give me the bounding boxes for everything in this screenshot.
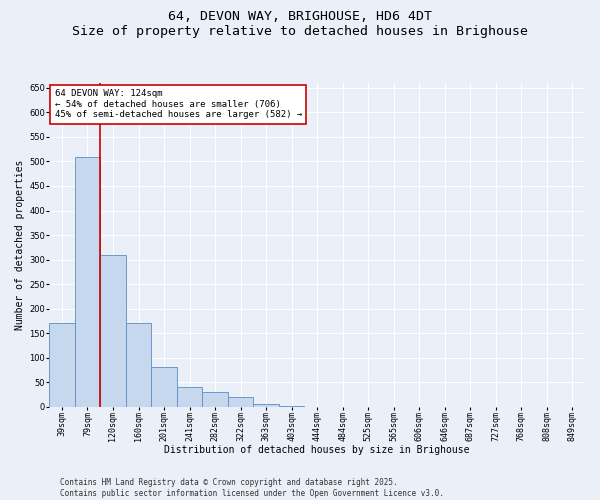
X-axis label: Distribution of detached houses by size in Brighouse: Distribution of detached houses by size … (164, 445, 470, 455)
Text: 64 DEVON WAY: 124sqm
← 54% of detached houses are smaller (706)
45% of semi-deta: 64 DEVON WAY: 124sqm ← 54% of detached h… (55, 90, 302, 120)
Bar (177, 387, 202, 406)
Bar (126, 324, 151, 406)
Bar (253, 404, 279, 406)
Text: Contains HM Land Registry data © Crown copyright and database right 2025.
Contai: Contains HM Land Registry data © Crown c… (60, 478, 444, 498)
Bar (151, 368, 177, 406)
Text: 64, DEVON WAY, BRIGHOUSE, HD6 4DT
Size of property relative to detached houses i: 64, DEVON WAY, BRIGHOUSE, HD6 4DT Size o… (72, 10, 528, 38)
Bar (49, 324, 75, 406)
Bar (228, 397, 253, 406)
Bar (75, 156, 100, 406)
Y-axis label: Number of detached properties: Number of detached properties (15, 160, 25, 330)
Bar (100, 254, 126, 406)
Bar (202, 392, 228, 406)
